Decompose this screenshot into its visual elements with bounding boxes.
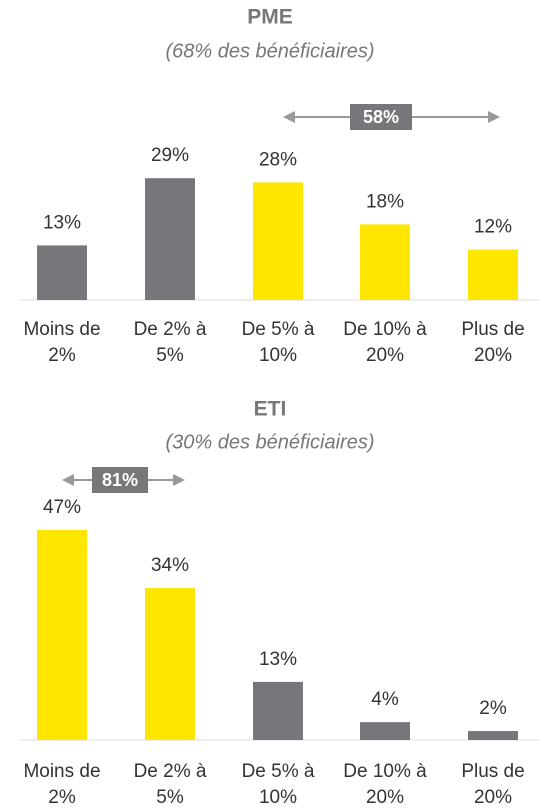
x-tick-label: De 10% à 20% xyxy=(343,761,427,807)
chart-title: ETI xyxy=(254,398,287,421)
data-label: 28% xyxy=(259,149,297,170)
bar xyxy=(360,224,410,300)
annotation-box xyxy=(92,467,148,493)
x-tick-label: De 5% à 10% xyxy=(242,761,315,807)
x-tick-label: De 2% à 5% xyxy=(134,319,207,366)
bar xyxy=(360,722,410,740)
data-label: 18% xyxy=(366,191,404,212)
data-label: 47% xyxy=(43,497,81,518)
x-tick-label: Moins de 2% xyxy=(23,761,100,807)
x-tick-label: De 10% à 20% xyxy=(343,319,427,366)
chart-title: PME xyxy=(247,6,293,29)
data-label: 2% xyxy=(479,698,507,719)
data-label: 13% xyxy=(43,212,81,233)
data-label: 12% xyxy=(474,217,512,238)
x-tick-label: De 5% à 10% xyxy=(242,319,315,366)
bar xyxy=(253,182,303,300)
data-label: 4% xyxy=(371,689,399,710)
bar xyxy=(37,529,87,740)
annotation: 81% xyxy=(102,470,138,490)
x-tick-label: Plus de 20% xyxy=(461,319,524,366)
bar xyxy=(253,681,303,740)
chart-subtitle: (30% des bénéficiaires) xyxy=(166,431,375,453)
x-tick-label: De 2% à 5% xyxy=(134,761,207,807)
data-label: 29% xyxy=(151,145,189,166)
annotation-box xyxy=(350,104,412,130)
bar xyxy=(468,249,518,300)
chart-subtitle: (68% des bénéficiaires) xyxy=(166,40,375,62)
x-tick-label: Moins de 2% xyxy=(23,319,100,366)
bar xyxy=(468,731,518,740)
bar xyxy=(145,178,195,300)
bar xyxy=(145,588,195,740)
bar xyxy=(37,245,87,300)
annotation: 58% xyxy=(363,107,399,127)
data-label: 34% xyxy=(151,555,189,576)
data-label: 13% xyxy=(259,649,297,670)
x-tick-label: Plus de 20% xyxy=(461,761,524,807)
